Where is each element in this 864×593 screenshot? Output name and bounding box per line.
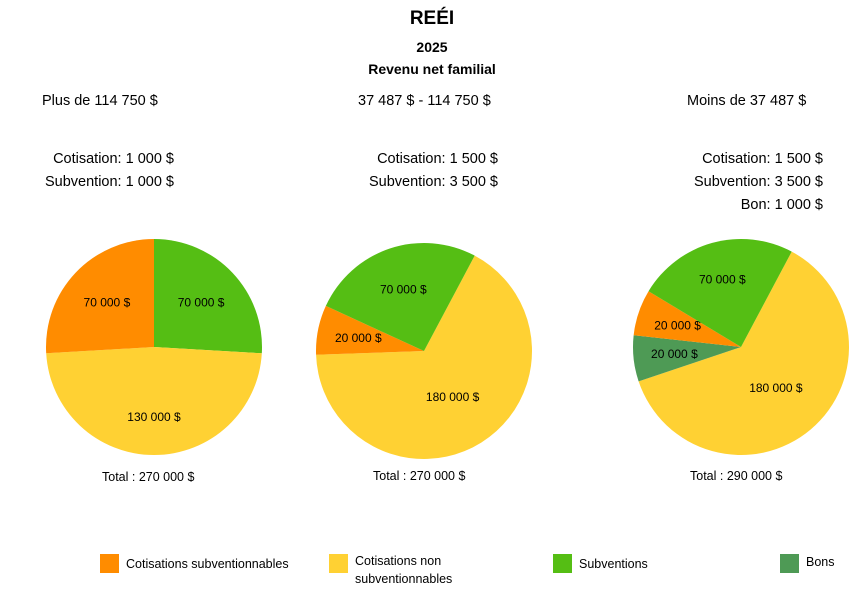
panel-2-header: 37 487 $ - 114 750 $ — [358, 93, 491, 109]
panel-3-header: Moins de 37 487 $ — [687, 93, 807, 109]
pie-3-slice-3-label: 20 000 $ — [654, 319, 701, 333]
chart-subtitle: Revenu net familial — [368, 61, 496, 77]
panel-1-header: Plus de 114 750 $ — [42, 93, 158, 109]
pie-3-slice-3 — [633, 291, 741, 347]
pie-3-slice-4-label: 70 000 $ — [699, 272, 746, 286]
panel-3-subvention: Subvention: 3 500 $ — [694, 174, 823, 190]
pie-3-slice-1 — [638, 251, 849, 455]
pie-3-slice-2-label: 20 000 $ — [651, 347, 698, 361]
panel-2-subvention: Subvention: 3 500 $ — [369, 174, 498, 190]
pie-2-slice-1 — [316, 255, 533, 460]
panel-3-bon: Bon: 1 000 $ — [740, 197, 823, 213]
panel-1-info: Cotisation: 1 000 $ Subvention: 1 000 $ — [45, 148, 174, 194]
panel-3-cotisation: Cotisation: 1 500 $ — [702, 151, 823, 167]
legend-item-cotisations-non-subventionnables: Cotisations non subventionnables — [329, 554, 480, 588]
panel-2-cotisation: Cotisation: 1 500 $ — [377, 151, 498, 167]
pie-1-slice-2 — [46, 347, 262, 456]
legend-swatch — [780, 554, 799, 573]
pie-2-slice-1-label: 180 000 $ — [426, 390, 480, 404]
panel-3-total: Total : 290 000 $ — [690, 469, 783, 483]
pie-2-slice-2-label: 20 000 $ — [335, 331, 382, 345]
legend-label: Bons — [806, 555, 835, 569]
panel-2-total: Total : 270 000 $ — [373, 469, 466, 483]
pie-1-slice-3 — [45, 239, 154, 354]
pie-2-slice-2 — [316, 305, 424, 355]
legend-item-subventions: Subventions — [553, 554, 648, 573]
pie-1-slice-1 — [154, 239, 263, 354]
legend-swatch — [329, 554, 348, 573]
chart-year: 2025 — [416, 39, 448, 55]
pie-1-slice-3-label: 70 000 $ — [84, 296, 131, 310]
chart-title: REÉI — [409, 8, 455, 29]
panel-1-cotisation: Cotisation: 1 000 $ — [53, 151, 174, 167]
panel-1-total: Total : 270 000 $ — [102, 470, 195, 484]
legend-item-cotisations-subventionnables: Cotisations subventionnables — [100, 554, 289, 573]
legend-item-bons: Bons — [780, 554, 835, 573]
legend-label: Cotisations non subventionnables — [355, 554, 453, 586]
pie-2-slice-3-label: 70 000 $ — [380, 283, 427, 297]
pie-3-slice-2 — [633, 335, 741, 382]
legend-label: Cotisations subventionnables — [126, 557, 289, 571]
legend-swatch — [100, 554, 119, 573]
pie-3-slice-4 — [648, 239, 792, 347]
legend-label: Subventions — [579, 557, 648, 571]
panel-3-info: Cotisation: 1 500 $ Subvention: 3 500 $ … — [694, 148, 823, 217]
pie-2-slice-3 — [325, 242, 475, 351]
panel-1-subvention: Subvention: 1 000 $ — [45, 174, 174, 190]
pie-1-slice-1-label: 70 000 $ — [178, 296, 225, 310]
legend-swatch — [553, 554, 572, 573]
pie-1-slice-2-label: 130 000 $ — [127, 410, 181, 424]
panel-2-info: Cotisation: 1 500 $ Subvention: 3 500 $ — [369, 148, 498, 194]
pie-3-slice-1-label: 180 000 $ — [749, 381, 803, 395]
